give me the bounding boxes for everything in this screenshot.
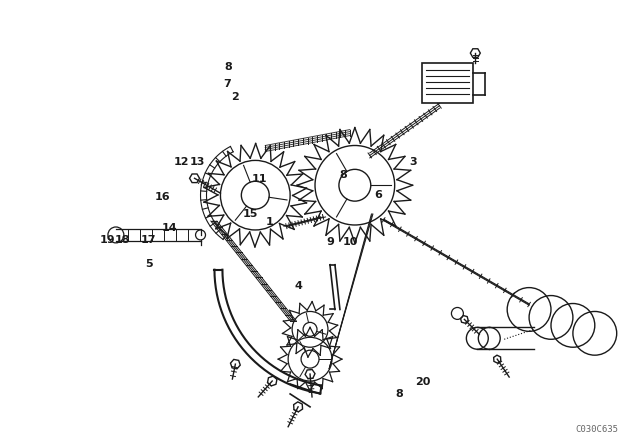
Text: 6: 6: [374, 190, 382, 200]
Text: 14: 14: [162, 224, 177, 233]
Text: 8: 8: [225, 62, 232, 72]
Text: 18: 18: [115, 235, 131, 245]
Text: 5: 5: [145, 259, 152, 269]
Text: 11: 11: [252, 173, 268, 184]
Text: 2: 2: [231, 92, 239, 102]
Text: 20: 20: [415, 377, 431, 387]
Text: 13: 13: [189, 157, 205, 167]
Text: 8: 8: [395, 389, 403, 399]
Text: 7: 7: [223, 79, 231, 89]
Text: 1: 1: [266, 217, 273, 227]
Text: 17: 17: [140, 235, 156, 245]
Text: 19: 19: [100, 235, 116, 245]
Text: 9: 9: [326, 237, 334, 247]
Text: 10: 10: [342, 237, 358, 247]
Bar: [422, 63, 474, 103]
Text: 15: 15: [243, 209, 258, 219]
Text: 16: 16: [154, 192, 170, 202]
Text: 3: 3: [409, 157, 417, 167]
Text: C030C635: C030C635: [576, 425, 619, 434]
Text: 4: 4: [294, 281, 302, 291]
Text: 12: 12: [173, 157, 189, 167]
Text: 8: 8: [339, 170, 347, 180]
